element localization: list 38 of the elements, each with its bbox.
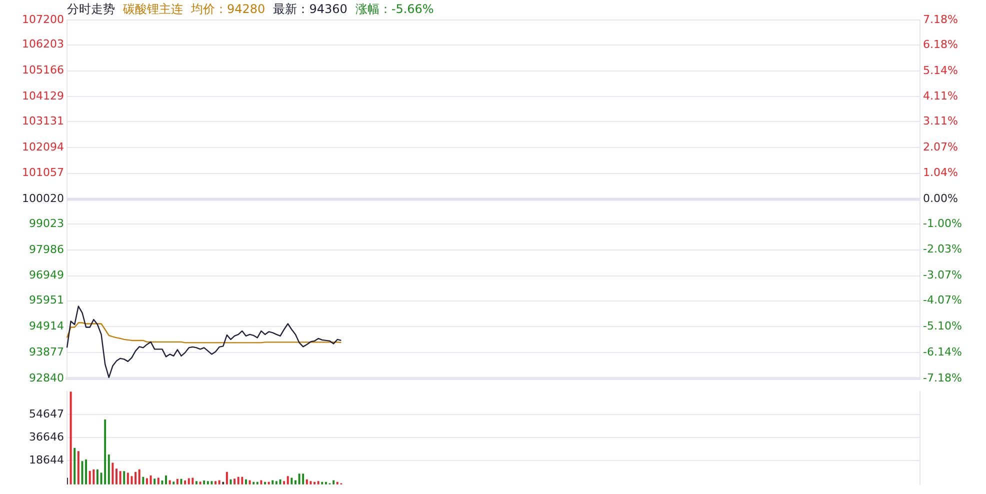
y-tick-label: 107200 <box>22 12 64 26</box>
y2-tick-label: 6.18% <box>923 38 958 51</box>
chart-title: 分时走势 <box>67 1 115 18</box>
y2-tick-label: 1.04% <box>923 166 958 180</box>
y2-tick-label: 0.00% <box>923 192 958 206</box>
y-tick-label: 102094 <box>22 140 64 154</box>
y2-tick-label: -1.00% <box>923 217 962 230</box>
y-tick-label: 97986 <box>29 242 64 256</box>
y-tick-label: 99023 <box>29 216 64 230</box>
text: 涨幅：-5.66% <box>355 1 434 18</box>
y-tick-label: 36646 <box>29 430 64 444</box>
y-tick-label: 95951 <box>29 294 64 307</box>
y2-tick-label: 7.18% <box>923 12 958 26</box>
y2-tick-label: 3.11% <box>923 114 958 128</box>
text: 最新：94360 <box>273 1 348 18</box>
y-tick-label: 101057 <box>22 166 64 180</box>
y2-tick-label: 4.11% <box>923 89 958 102</box>
y-tick-label: 104129 <box>22 90 64 103</box>
y2-tick-label: -3.07% <box>923 268 962 282</box>
y-tick-label: 54647 <box>29 407 64 420</box>
y-tick-label: 94914 <box>29 319 64 332</box>
y2-tick-label: 5.14% <box>923 64 958 77</box>
y2-tick-label: -6.14% <box>923 345 962 358</box>
y2-tick-label: -5.10% <box>923 319 962 332</box>
y-tick-label: 103131 <box>22 114 64 128</box>
y-tick-label: 92840 <box>29 371 64 384</box>
text: 均价：94280 <box>191 1 266 18</box>
y-tick-label: 93877 <box>29 345 64 358</box>
chart-subtitle: 碳酸锂主连 <box>123 1 183 18</box>
y-tick-label: 100020 <box>22 192 64 206</box>
y-tick-label: 105166 <box>22 64 64 77</box>
y2-tick-label: -7.18% <box>923 371 962 384</box>
y-tick-label: 18644 <box>29 453 64 466</box>
y2-tick-label: -4.07% <box>923 294 962 307</box>
y-tick-label: 106203 <box>22 38 64 51</box>
y-tick-label: 96949 <box>29 268 64 282</box>
y2-tick-label: 2.07% <box>923 140 958 154</box>
y2-tick-label: -2.03% <box>923 242 962 256</box>
